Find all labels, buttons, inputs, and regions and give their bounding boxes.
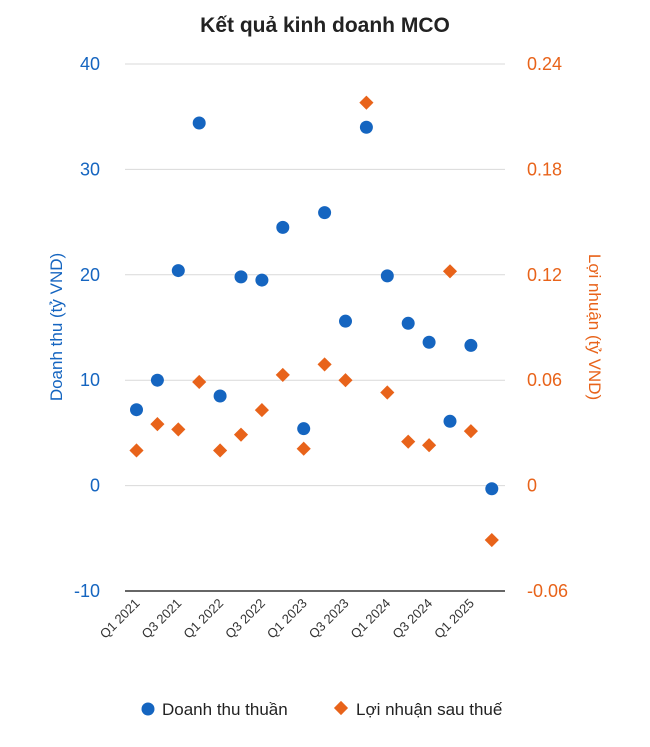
right-axis-title: Lợi nhuận (tỷ VND) xyxy=(585,254,604,400)
right-tick-label: 0.06 xyxy=(527,370,562,390)
right-axis-ticks: 0.24 0.18 0.12 0.06 0 -0.06 xyxy=(527,54,568,601)
revenue-point xyxy=(422,335,436,349)
legend-marker-revenue xyxy=(141,702,155,716)
revenue-point xyxy=(485,482,499,496)
left-tick-label: 40 xyxy=(80,54,100,74)
profit-point xyxy=(442,264,458,279)
chart-title: Kết quả kinh doanh MCO xyxy=(200,14,450,37)
profit-point xyxy=(213,443,228,458)
revenue-point xyxy=(255,273,269,287)
profit-point xyxy=(463,424,478,439)
profit-point xyxy=(401,434,416,449)
left-axis-title: Doanh thu (tỷ VND) xyxy=(47,253,66,401)
x-tick-label: Q3 2021 xyxy=(139,596,185,642)
revenue-point xyxy=(234,270,248,284)
profit-point xyxy=(422,438,437,453)
left-tick-label: 20 xyxy=(80,265,100,285)
legend-label-revenue: Doanh thu thuần xyxy=(162,700,288,719)
right-tick-label: 0.12 xyxy=(527,265,562,285)
revenue-point xyxy=(443,414,457,428)
x-tick-label: Q3 2023 xyxy=(306,596,352,642)
legend: Doanh thu thuần Lợi nhuận sau thuế xyxy=(141,700,503,719)
profit-point xyxy=(233,427,249,442)
left-tick-label: -10 xyxy=(74,581,100,601)
profit-point xyxy=(129,443,144,458)
profit-point xyxy=(484,532,499,548)
x-tick-label: Q1 2024 xyxy=(348,596,394,642)
profit-point xyxy=(275,367,290,383)
revenue-point xyxy=(359,120,373,134)
x-tick-label: Q1 2022 xyxy=(180,596,226,642)
left-axis-ticks: 40 30 20 10 0 -10 xyxy=(74,54,100,601)
profit-point xyxy=(317,357,332,372)
revenue-point xyxy=(318,206,332,220)
profit-point xyxy=(296,441,311,456)
series-revenue xyxy=(130,116,499,496)
gridlines xyxy=(125,63,505,592)
x-tick-label: Q3 2022 xyxy=(222,596,268,642)
profit-point xyxy=(192,374,207,390)
right-tick-label: 0.24 xyxy=(527,54,562,74)
profit-point xyxy=(338,373,353,388)
left-tick-label: 30 xyxy=(80,159,100,179)
legend-marker-profit xyxy=(333,700,349,716)
revenue-point xyxy=(464,338,478,352)
profit-point xyxy=(254,402,269,418)
right-tick-label: 0.18 xyxy=(527,159,562,179)
left-tick-label: 10 xyxy=(80,370,100,390)
x-tick-label: Q1 2025 xyxy=(431,596,477,642)
left-tick-label: 0 xyxy=(90,476,100,496)
right-tick-label: 0 xyxy=(527,476,537,496)
revenue-point xyxy=(401,316,415,330)
series-profit xyxy=(129,95,499,548)
x-tick-label: Q1 2023 xyxy=(264,596,310,642)
right-tick-label: -0.06 xyxy=(527,581,568,601)
revenue-point xyxy=(150,373,164,387)
profit-point xyxy=(171,422,186,437)
profit-point xyxy=(150,417,165,432)
revenue-point xyxy=(192,116,206,130)
revenue-point xyxy=(171,264,185,278)
data-series xyxy=(129,95,499,548)
legend-label-profit: Lợi nhuận sau thuế xyxy=(356,700,503,719)
revenue-point xyxy=(297,422,311,436)
revenue-point xyxy=(339,314,352,328)
revenue-point xyxy=(213,389,227,403)
x-tick-label: Q3 2024 xyxy=(389,596,435,642)
revenue-point xyxy=(130,403,143,417)
profit-point xyxy=(380,385,395,400)
revenue-point xyxy=(380,269,394,283)
revenue-point xyxy=(276,220,290,234)
x-tick-label: Q1 2021 xyxy=(97,596,143,642)
profit-point xyxy=(359,95,374,110)
